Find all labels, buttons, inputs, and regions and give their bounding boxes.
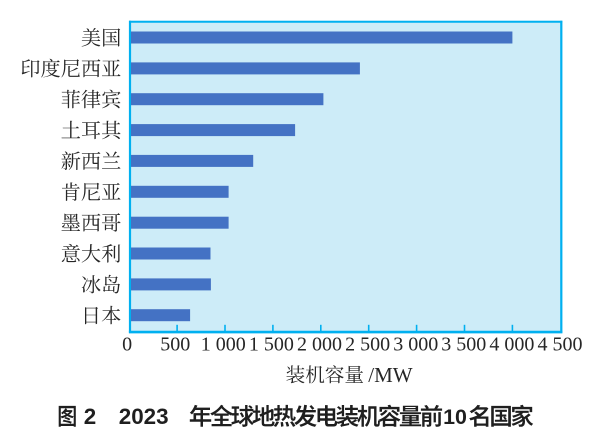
svg-text:2 500: 2 500 xyxy=(345,334,390,356)
svg-text:4 000: 4 000 xyxy=(489,334,534,356)
svg-text:1 000: 1 000 xyxy=(201,334,246,356)
svg-text:2: 2 xyxy=(84,404,96,429)
svg-text:/MW: /MW xyxy=(368,363,413,387)
svg-text:4 500: 4 500 xyxy=(538,334,583,356)
svg-text:3 500: 3 500 xyxy=(441,334,486,356)
svg-text:1 500: 1 500 xyxy=(249,334,294,356)
svg-text:2 000: 2 000 xyxy=(297,334,342,356)
svg-text:10: 10 xyxy=(443,405,467,429)
svg-text:0: 0 xyxy=(122,334,132,356)
svg-text:3 000: 3 000 xyxy=(393,334,438,356)
svg-text:500: 500 xyxy=(160,334,190,356)
svg-text:2023: 2023 xyxy=(119,404,169,429)
